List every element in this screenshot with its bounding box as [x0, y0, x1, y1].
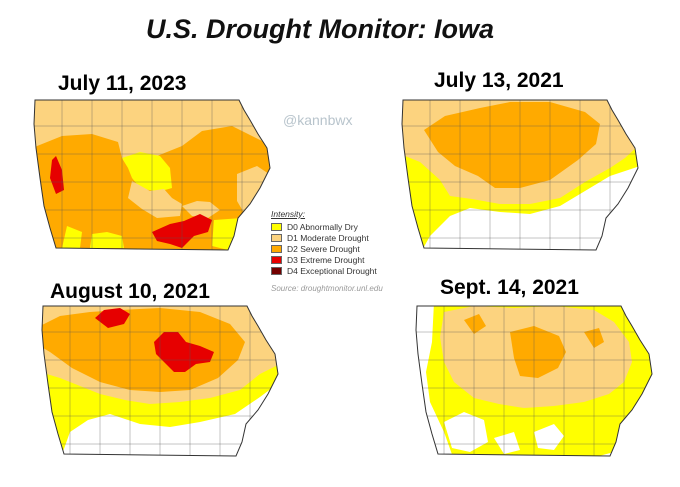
legend-swatch-d2 [271, 244, 282, 253]
legend: Intensity: D0 Abnormally Dry D1 Moderate… [271, 209, 377, 276]
legend-swatch-d4 [271, 266, 282, 275]
legend-label-d0: D0 Abnormally Dry [287, 221, 358, 232]
legend-item-d2: D2 Severe Drought [271, 243, 377, 254]
legend-item-d3: D3 Extreme Drought [271, 254, 377, 265]
legend-swatch-d1 [271, 233, 282, 242]
map-label-july-2021: July 13, 2021 [434, 69, 564, 92]
legend-label-d2: D2 Severe Drought [287, 243, 360, 254]
legend-item-d0: D0 Abnormally Dry [271, 221, 377, 232]
watermark: @kannbwx [283, 112, 353, 128]
iowa-map-july-2023 [33, 99, 271, 251]
legend-label-d4: D4 Exceptional Drought [287, 265, 377, 276]
iowa-map-july-2021 [401, 99, 639, 251]
iowa-map-august-2021 [41, 305, 279, 457]
iowa-map-sept-2021 [415, 305, 653, 457]
page-title: U.S. Drought Monitor: Iowa [146, 14, 494, 44]
map-label-july-2023: July 11, 2023 [58, 72, 187, 95]
map-label-august-2021: August 10, 2021 [50, 280, 210, 303]
legend-swatch-d0 [271, 222, 282, 231]
legend-label-d1: D1 Moderate Drought [287, 232, 369, 243]
legend-label-d3: D3 Extreme Drought [287, 254, 365, 265]
source-note: Source: droughtmonitor.unl.edu [271, 284, 383, 293]
legend-item-d1: D1 Moderate Drought [271, 232, 377, 243]
legend-item-d4: D4 Exceptional Drought [271, 265, 377, 276]
legend-title: Intensity: [271, 209, 306, 219]
legend-swatch-d3 [271, 255, 282, 264]
map-label-sept-2021: Sept. 14, 2021 [440, 276, 579, 299]
